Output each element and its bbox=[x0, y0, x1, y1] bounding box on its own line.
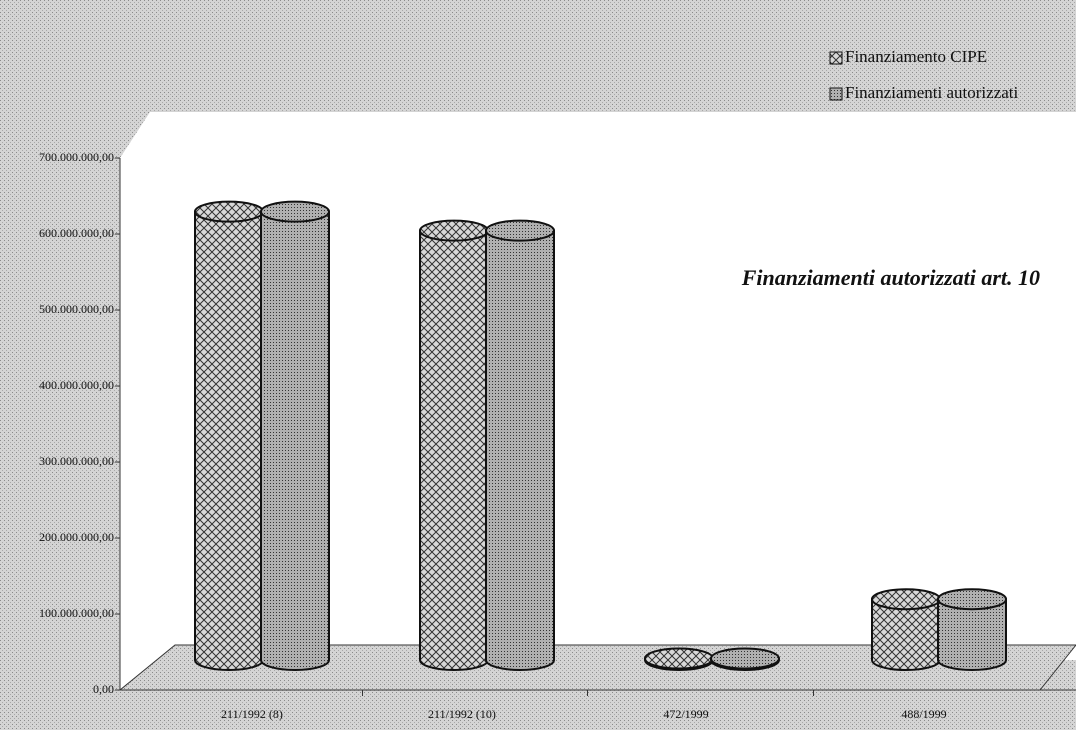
y-tick-label: 200.000.000,00 bbox=[39, 530, 114, 544]
y-tick-label: 300.000.000,00 bbox=[39, 454, 114, 468]
bar-top bbox=[710, 647, 780, 670]
y-tick-label: 500.000.000,00 bbox=[39, 302, 114, 316]
bar-top bbox=[871, 588, 941, 611]
bar-top bbox=[419, 219, 489, 242]
bar bbox=[419, 229, 489, 671]
y-tick-label: 0,00 bbox=[93, 682, 114, 696]
y-tick-label: 600.000.000,00 bbox=[39, 226, 114, 240]
bar-top bbox=[937, 588, 1007, 611]
bar bbox=[194, 210, 264, 671]
bar-top bbox=[194, 200, 264, 223]
bar bbox=[260, 210, 330, 671]
bar bbox=[937, 598, 1007, 671]
legend-swatch bbox=[829, 87, 843, 101]
y-tick-label: 400.000.000,00 bbox=[39, 378, 114, 392]
plot-wall bbox=[120, 112, 1076, 690]
y-tick-label: 100.000.000,00 bbox=[39, 606, 114, 620]
legend-swatch bbox=[829, 51, 843, 65]
bar-top bbox=[260, 200, 330, 223]
legend-label: Finanziamenti autorizzati bbox=[845, 83, 1019, 102]
legend-label: Finanziamento CIPE bbox=[845, 47, 987, 66]
x-tick-label: 488/1999 bbox=[901, 707, 946, 721]
chart-title: Finanziamenti autorizzati art. 10 bbox=[741, 265, 1040, 290]
x-tick-label: 211/1992 (10) bbox=[428, 707, 496, 721]
bar-top bbox=[485, 219, 555, 242]
bar bbox=[485, 229, 555, 671]
bar-top bbox=[644, 647, 714, 670]
x-tick-label: 472/1999 bbox=[663, 707, 708, 721]
x-tick-label: 211/1992 (8) bbox=[221, 707, 283, 721]
y-tick-label: 700.000.000,00 bbox=[39, 150, 114, 164]
